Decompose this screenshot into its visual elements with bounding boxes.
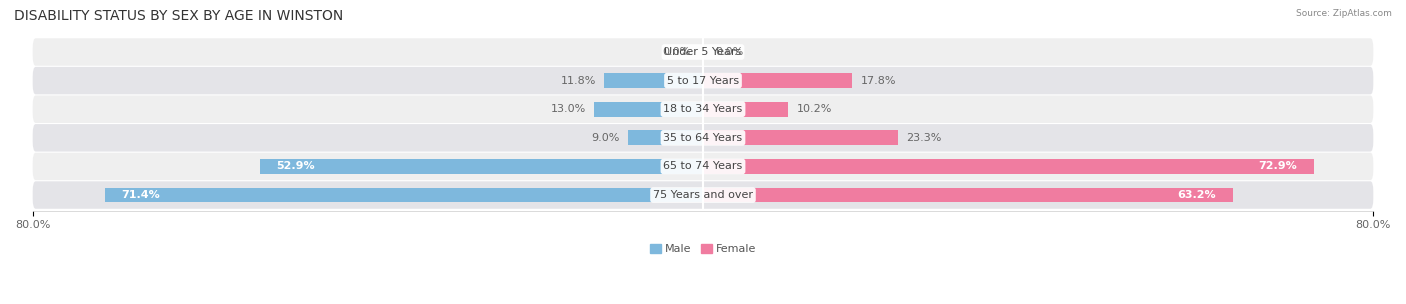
FancyBboxPatch shape xyxy=(32,95,1374,123)
Bar xyxy=(703,102,789,117)
Bar xyxy=(703,188,1233,202)
Text: DISABILITY STATUS BY SEX BY AGE IN WINSTON: DISABILITY STATUS BY SEX BY AGE IN WINST… xyxy=(14,9,343,23)
Text: 0.0%: 0.0% xyxy=(662,47,690,57)
Text: 23.3%: 23.3% xyxy=(907,133,942,143)
Text: 9.0%: 9.0% xyxy=(591,133,619,143)
Text: 72.9%: 72.9% xyxy=(1258,161,1298,171)
Bar xyxy=(605,73,703,88)
Text: 71.4%: 71.4% xyxy=(121,190,160,200)
Text: Source: ZipAtlas.com: Source: ZipAtlas.com xyxy=(1296,9,1392,18)
Text: 18 to 34 Years: 18 to 34 Years xyxy=(664,104,742,114)
FancyBboxPatch shape xyxy=(32,153,1374,180)
Bar xyxy=(104,188,703,202)
Legend: Male, Female: Male, Female xyxy=(650,244,756,254)
Text: 13.0%: 13.0% xyxy=(550,104,586,114)
Text: 63.2%: 63.2% xyxy=(1177,190,1216,200)
Bar xyxy=(260,159,703,174)
Text: 65 to 74 Years: 65 to 74 Years xyxy=(664,161,742,171)
Bar xyxy=(703,73,852,88)
FancyBboxPatch shape xyxy=(32,124,1374,152)
FancyBboxPatch shape xyxy=(32,181,1374,209)
Text: 75 Years and over: 75 Years and over xyxy=(652,190,754,200)
Text: 11.8%: 11.8% xyxy=(561,76,596,86)
Bar xyxy=(595,102,703,117)
Text: Under 5 Years: Under 5 Years xyxy=(665,47,741,57)
Bar xyxy=(703,159,1313,174)
Text: 0.0%: 0.0% xyxy=(716,47,744,57)
Text: 17.8%: 17.8% xyxy=(860,76,896,86)
Text: 35 to 64 Years: 35 to 64 Years xyxy=(664,133,742,143)
Text: 5 to 17 Years: 5 to 17 Years xyxy=(666,76,740,86)
FancyBboxPatch shape xyxy=(32,38,1374,66)
Bar xyxy=(703,130,898,145)
FancyBboxPatch shape xyxy=(32,67,1374,94)
Bar xyxy=(627,130,703,145)
Text: 10.2%: 10.2% xyxy=(797,104,832,114)
Text: 52.9%: 52.9% xyxy=(277,161,315,171)
